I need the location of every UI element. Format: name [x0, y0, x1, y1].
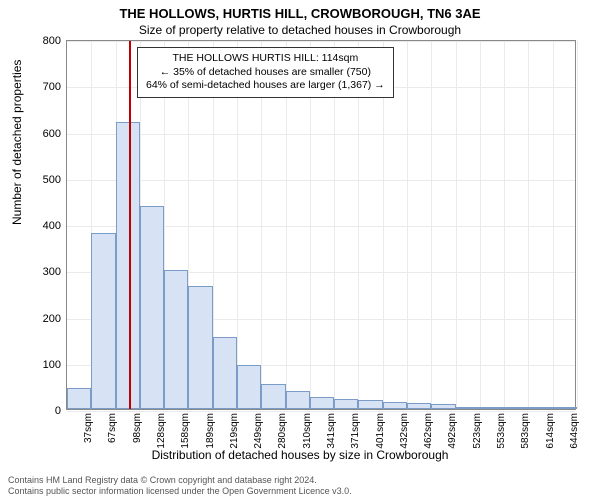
- y-tick-label: 500: [43, 174, 61, 186]
- bar: [164, 270, 188, 409]
- bar: [528, 407, 552, 409]
- bar: [140, 206, 164, 410]
- y-tick-label: 100: [43, 359, 61, 371]
- annotation-line: ← 35% of detached houses are smaller (75…: [146, 66, 385, 80]
- gridline-v: [456, 41, 457, 409]
- bar: [67, 388, 91, 409]
- x-tick-label: 310sqm: [302, 413, 313, 449]
- bar: [383, 402, 407, 409]
- footer-attribution: Contains HM Land Registry data © Crown c…: [8, 475, 352, 498]
- bar: [407, 403, 431, 409]
- x-tick-label: 523sqm: [472, 413, 483, 449]
- annotation-box: THE HOLLOWS HURTIS HILL: 114sqm← 35% of …: [137, 47, 394, 98]
- bar: [261, 384, 285, 409]
- x-tick-label: 371sqm: [350, 413, 361, 449]
- y-tick-label: 600: [43, 128, 61, 140]
- y-tick-label: 300: [43, 266, 61, 278]
- footer-line-2: Contains public sector information licen…: [8, 486, 352, 497]
- x-tick-label: 280sqm: [277, 413, 288, 449]
- x-tick-label: 492sqm: [447, 413, 458, 449]
- gridline-v: [553, 41, 554, 409]
- bar: [310, 397, 334, 409]
- x-tick-label: 583sqm: [520, 413, 531, 449]
- x-axis-label: Distribution of detached houses by size …: [0, 448, 600, 462]
- x-tick-label: 553sqm: [496, 413, 507, 449]
- gridline-h: [67, 180, 575, 181]
- y-tick-label: 800: [43, 35, 61, 47]
- footer-line-1: Contains HM Land Registry data © Crown c…: [8, 475, 352, 486]
- x-tick-label: 67sqm: [107, 413, 118, 443]
- gridline-h: [67, 134, 575, 135]
- gridline-v: [528, 41, 529, 409]
- x-tick-label: 37sqm: [83, 413, 94, 443]
- bar: [480, 407, 504, 409]
- x-tick-label: 341sqm: [326, 413, 337, 449]
- bar: [456, 407, 480, 409]
- bar: [237, 365, 261, 409]
- chart-container: THE HOLLOWS, HURTIS HILL, CROWBOROUGH, T…: [0, 0, 600, 500]
- bar: [116, 122, 140, 409]
- plot-region: 010020030040050060070080037sqm67sqm98sqm…: [66, 40, 576, 410]
- gridline-h: [67, 411, 575, 412]
- x-tick-label: 98sqm: [132, 413, 143, 443]
- bar: [334, 399, 358, 409]
- gridline-v: [431, 41, 432, 409]
- x-tick-label: 128sqm: [156, 413, 167, 449]
- bar: [358, 400, 382, 409]
- bar: [188, 286, 212, 409]
- x-tick-label: 614sqm: [545, 413, 556, 449]
- chart-area: 010020030040050060070080037sqm67sqm98sqm…: [66, 40, 576, 410]
- annotation-line: 64% of semi-detached houses are larger (…: [146, 79, 385, 93]
- x-tick-label: 644sqm: [569, 413, 580, 449]
- gridline-v: [407, 41, 408, 409]
- gridline-v: [504, 41, 505, 409]
- subject-marker-line: [129, 41, 131, 409]
- bar: [213, 337, 237, 409]
- chart-subtitle: Size of property relative to detached ho…: [0, 21, 600, 37]
- bar: [91, 233, 115, 409]
- y-tick-label: 200: [43, 313, 61, 325]
- bar: [286, 391, 310, 410]
- x-tick-label: 401sqm: [375, 413, 386, 449]
- gridline-v: [577, 41, 578, 409]
- chart-title: THE HOLLOWS, HURTIS HILL, CROWBOROUGH, T…: [0, 0, 600, 21]
- y-axis-label: Number of detached properties: [10, 60, 24, 225]
- x-tick-label: 219sqm: [229, 413, 240, 449]
- gridline-v: [480, 41, 481, 409]
- gridline-h: [67, 41, 575, 42]
- annotation-line: THE HOLLOWS HURTIS HILL: 114sqm: [146, 52, 385, 66]
- bar: [553, 407, 577, 409]
- x-tick-label: 249sqm: [253, 413, 264, 449]
- bar: [504, 407, 528, 409]
- y-tick-label: 400: [43, 220, 61, 232]
- bar: [431, 404, 455, 409]
- y-tick-label: 0: [55, 405, 61, 417]
- x-tick-label: 462sqm: [423, 413, 434, 449]
- x-tick-label: 189sqm: [205, 413, 216, 449]
- x-tick-label: 432sqm: [399, 413, 410, 449]
- x-tick-label: 158sqm: [180, 413, 191, 449]
- y-tick-label: 700: [43, 81, 61, 93]
